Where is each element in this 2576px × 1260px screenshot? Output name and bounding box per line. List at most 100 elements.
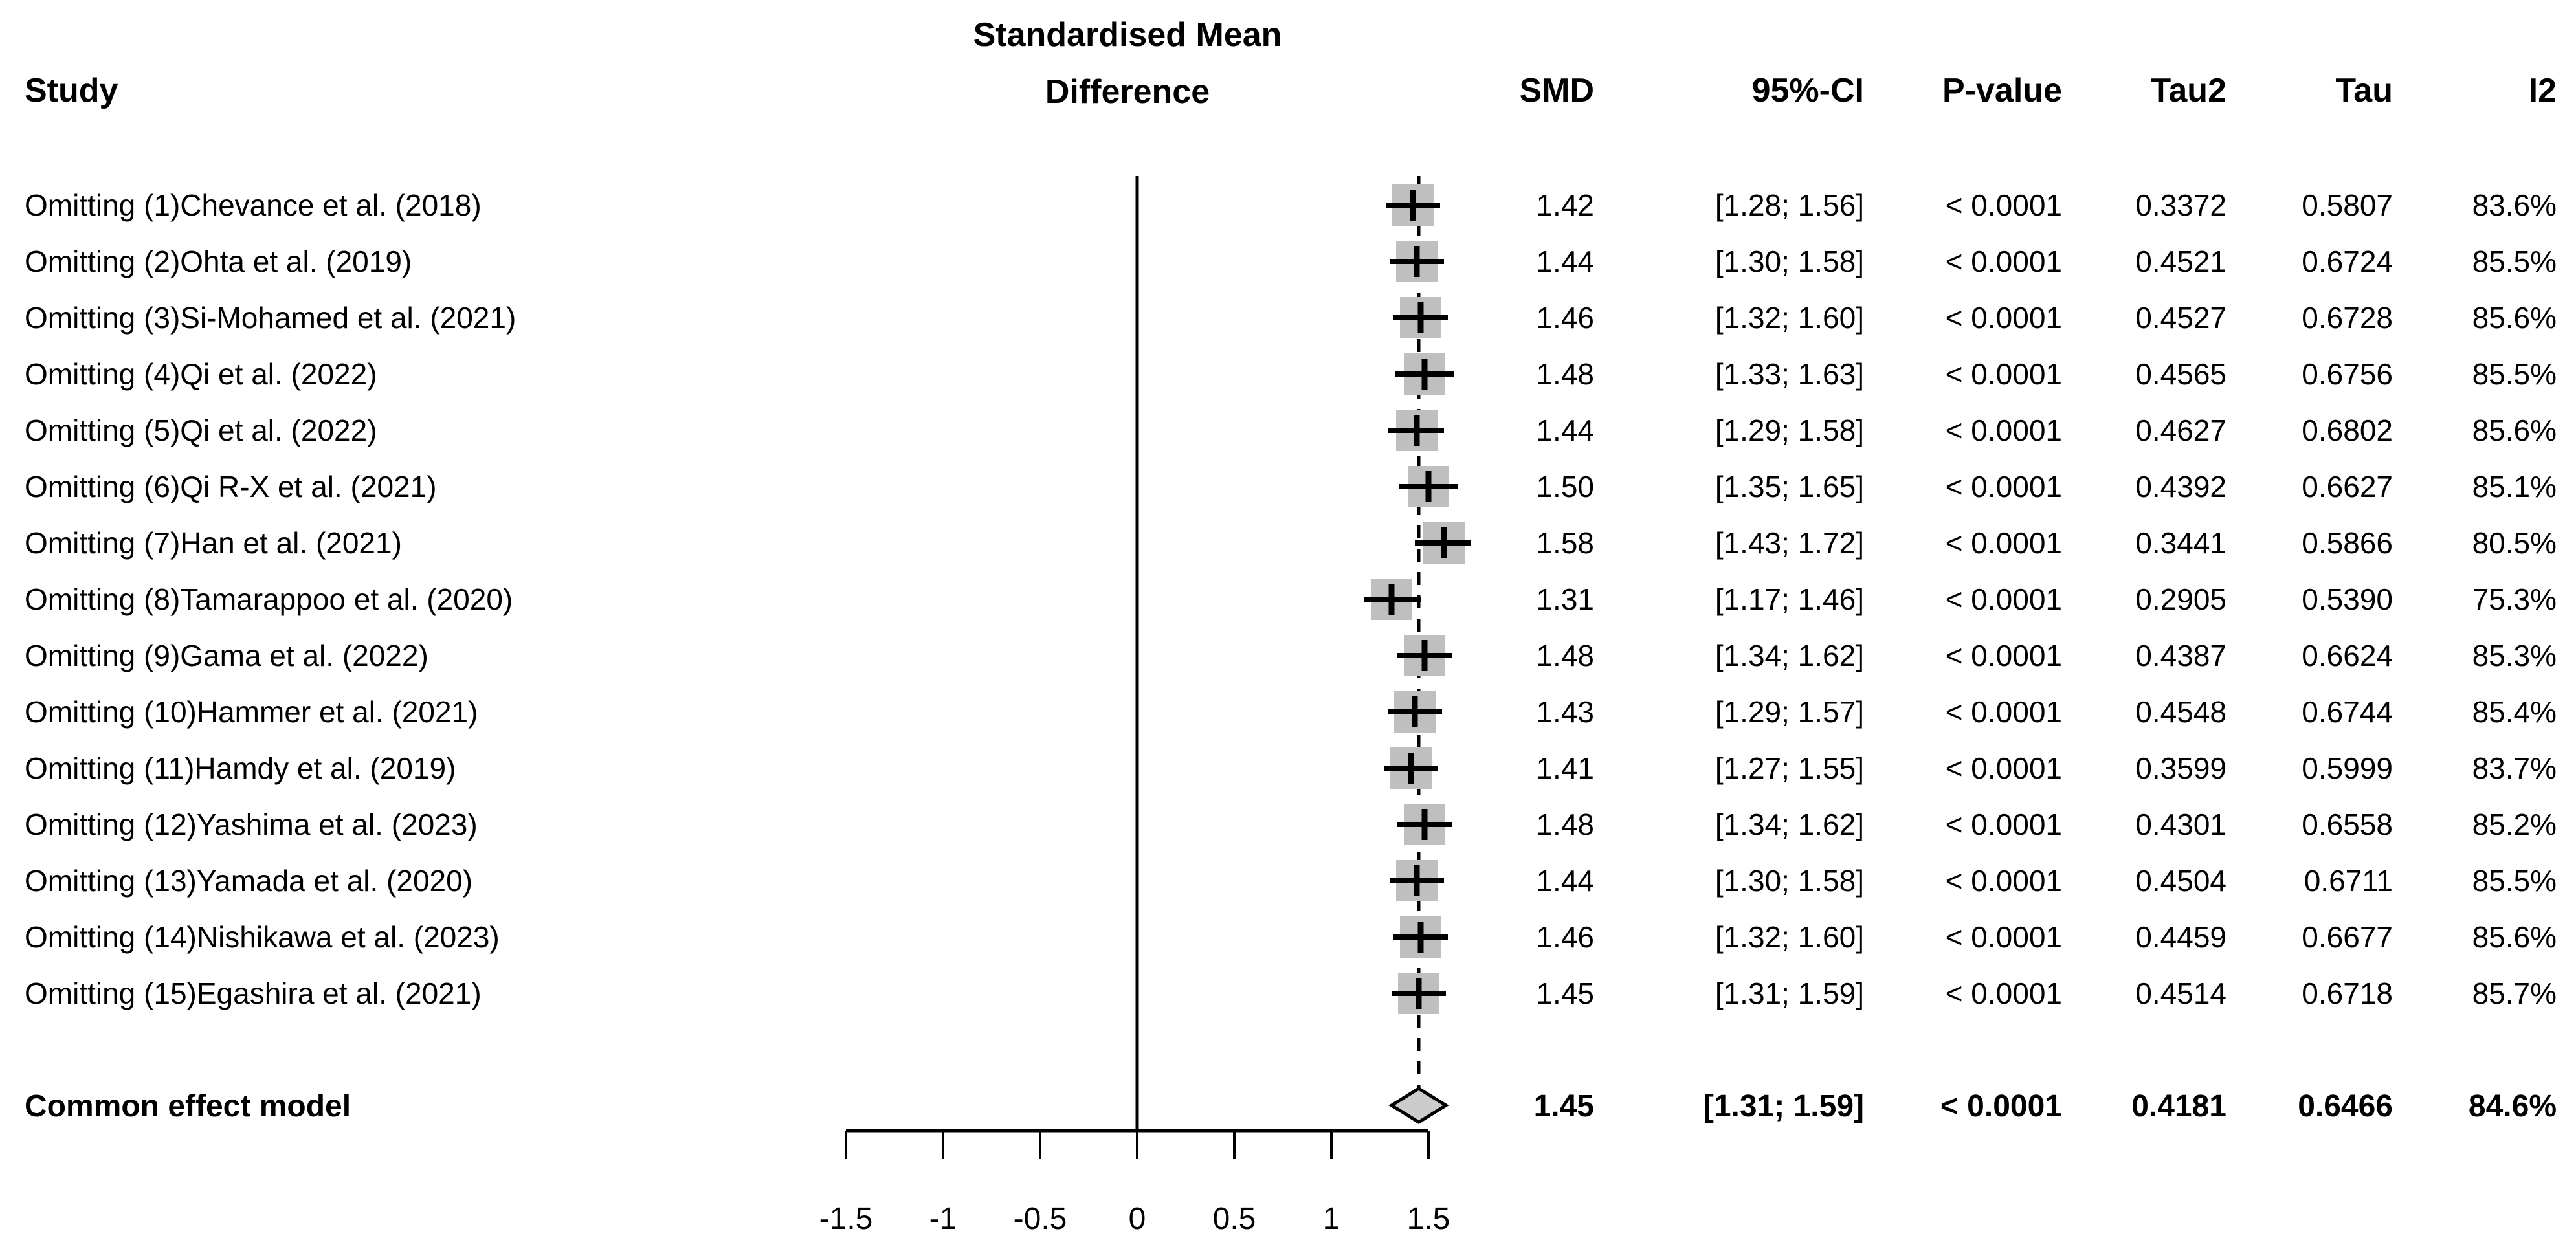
smd-value: 1.41 — [1536, 751, 1594, 785]
axis-tick-label: 1.5 — [1406, 1202, 1450, 1236]
ci-value: [1.28; 1.56] — [1715, 188, 1864, 222]
study-row: Omitting (13)Yamada et al. (2020) 1.44 [1.… — [0, 853, 2576, 909]
study-row: Omitting (8)Tamarappoo et al. (2020) 1.31… — [0, 571, 2576, 628]
i2-value: 83.7% — [2472, 751, 2557, 785]
ci-value: [1.43; 1.72] — [1715, 525, 1864, 560]
study-label: Omitting (11)Hamdy et al. (2019) — [25, 751, 456, 785]
study-row: Omitting (11)Hamdy et al. (2019) 1.41 [1.2… — [0, 740, 2576, 797]
study-row: Omitting (14)Nishikawa et al. (2023) 1.46… — [0, 909, 2576, 966]
smd-value: 1.44 — [1536, 863, 1594, 898]
tau-value: 0.6627 — [2302, 469, 2393, 503]
p-value: < 0.0001 — [1945, 188, 2062, 222]
p-value: < 0.0001 — [1945, 694, 2062, 729]
summary-i2-value: 84.6% — [2468, 1089, 2557, 1123]
ci-value: [1.32; 1.60] — [1715, 300, 1864, 335]
study-row: Omitting (2)Ohta et al. (2019) 1.44 [1.30;… — [0, 234, 2576, 290]
study-label: Omitting (12)Yashima et al. (2023) — [25, 807, 478, 841]
tau-value: 0.6624 — [2302, 638, 2393, 672]
i2-value: 85.6% — [2472, 920, 2557, 954]
study-label: Omitting (4)Qi et al. (2022) — [25, 357, 377, 391]
tau2-value: 0.4301 — [2135, 807, 2226, 841]
col-header-pvalue: P-value — [1942, 72, 2062, 109]
ci-value: [1.34; 1.62] — [1715, 807, 1864, 841]
ci-value: [1.33; 1.63] — [1715, 357, 1864, 391]
col-header-i2: I2 — [2528, 72, 2557, 109]
tau2-value: 0.4527 — [2135, 300, 2226, 335]
axis-tick-label: -1 — [929, 1202, 957, 1236]
study-label: Omitting (14)Nishikawa et al. (2023) — [25, 920, 500, 954]
plot-title-line1: Standardised Mean — [973, 16, 1282, 54]
p-value: < 0.0001 — [1945, 244, 2062, 278]
i2-value: 85.5% — [2472, 357, 2557, 391]
p-value: < 0.0001 — [1945, 469, 2062, 503]
study-row: Omitting (1)Chevance et al. (2018) 1.42 [1… — [0, 177, 2576, 234]
smd-value: 1.31 — [1536, 582, 1594, 616]
p-value: < 0.0001 — [1945, 920, 2062, 954]
smd-value: 1.44 — [1536, 413, 1594, 447]
axis-tick-label: 0 — [1128, 1202, 1146, 1236]
study-label: Omitting (1)Chevance et al. (2018) — [25, 188, 482, 222]
smd-value: 1.48 — [1536, 357, 1594, 391]
tau2-value: 0.4387 — [2135, 638, 2226, 672]
col-header-tau: Tau — [2335, 72, 2393, 109]
tau2-value: 0.4521 — [2135, 244, 2226, 278]
study-label: Omitting (8)Tamarappoo et al. (2020) — [25, 582, 513, 616]
study-label: Omitting (2)Ohta et al. (2019) — [25, 244, 412, 278]
ci-value: [1.31; 1.59] — [1715, 976, 1864, 1010]
tau-value: 0.6802 — [2302, 413, 2393, 447]
axis-tick-label: 0.5 — [1212, 1202, 1256, 1236]
i2-value: 80.5% — [2472, 525, 2557, 560]
smd-value: 1.46 — [1536, 300, 1594, 335]
i2-value: 85.6% — [2472, 300, 2557, 335]
smd-value: 1.45 — [1536, 976, 1594, 1010]
summary-smd-value: 1.45 — [1533, 1089, 1594, 1123]
tau-value: 0.6718 — [2302, 976, 2393, 1010]
p-value: < 0.0001 — [1945, 863, 2062, 898]
i2-value: 85.4% — [2472, 694, 2557, 729]
smd-value: 1.42 — [1536, 188, 1594, 222]
study-row: Omitting (10)Hammer et al. (2021) 1.43 [1.… — [0, 684, 2576, 740]
summary-tau-value: 0.6466 — [2298, 1089, 2393, 1123]
study-label: Omitting (7)Han et al. (2021) — [25, 525, 402, 560]
summary-diamond — [1388, 1087, 1449, 1124]
tau2-value: 0.4627 — [2135, 413, 2226, 447]
column-headers: SMD 95%-CI P-value Tau2 Tau I2 — [0, 54, 2576, 127]
summary-ci-value: [1.31; 1.59] — [1703, 1089, 1864, 1123]
study-label: Omitting (6)Qi R-X et al. (2021) — [25, 469, 437, 503]
smd-value: 1.43 — [1536, 694, 1594, 729]
study-row: Omitting (15)Egashira et al. (2021) 1.45 [… — [0, 966, 2576, 1022]
study-row: Omitting (9)Gama et al. (2022) 1.48 [1.34;… — [0, 628, 2576, 684]
ci-value: [1.35; 1.65] — [1715, 469, 1864, 503]
p-value: < 0.0001 — [1945, 638, 2062, 672]
ci-value: [1.17; 1.46] — [1715, 582, 1864, 616]
p-value: < 0.0001 — [1945, 807, 2062, 841]
tau-value: 0.6744 — [2302, 694, 2393, 729]
study-row: Omitting (5)Qi et al. (2022) 1.44 [1.29; 1… — [0, 403, 2576, 459]
p-value: < 0.0001 — [1945, 582, 2062, 616]
tau2-value: 0.3441 — [2135, 525, 2226, 560]
tau2-value: 0.4504 — [2135, 863, 2226, 898]
smd-value: 1.50 — [1536, 469, 1594, 503]
i2-value: 85.7% — [2472, 976, 2557, 1010]
tau2-value: 0.3599 — [2135, 751, 2226, 785]
ci-value: [1.30; 1.58] — [1715, 244, 1864, 278]
study-label: Omitting (10)Hammer et al. (2021) — [25, 694, 478, 729]
ci-value: [1.30; 1.58] — [1715, 863, 1864, 898]
study-label: Omitting (15)Egashira et al. (2021) — [25, 976, 482, 1010]
i2-value: 85.3% — [2472, 638, 2557, 672]
i2-value: 85.5% — [2472, 863, 2557, 898]
study-row: Omitting (7)Han et al. (2021) 1.58 [1.43; … — [0, 515, 2576, 571]
i2-value: 85.1% — [2472, 469, 2557, 503]
tau-value: 0.6558 — [2302, 807, 2393, 841]
tau2-value: 0.2905 — [2135, 582, 2226, 616]
study-label: Omitting (13)Yamada et al. (2020) — [25, 863, 473, 898]
p-value: < 0.0001 — [1945, 525, 2062, 560]
summary-row: Common effect model 1.45 [1.31; 1.59] < … — [0, 1077, 2576, 1136]
plot-title-line2: Difference — [1045, 73, 1210, 111]
study-label: Omitting (5)Qi et al. (2022) — [25, 413, 377, 447]
ci-value: [1.29; 1.57] — [1715, 694, 1864, 729]
tau-value: 0.6756 — [2302, 357, 2393, 391]
tau2-value: 0.4565 — [2135, 357, 2226, 391]
tau-value: 0.5866 — [2302, 525, 2393, 560]
